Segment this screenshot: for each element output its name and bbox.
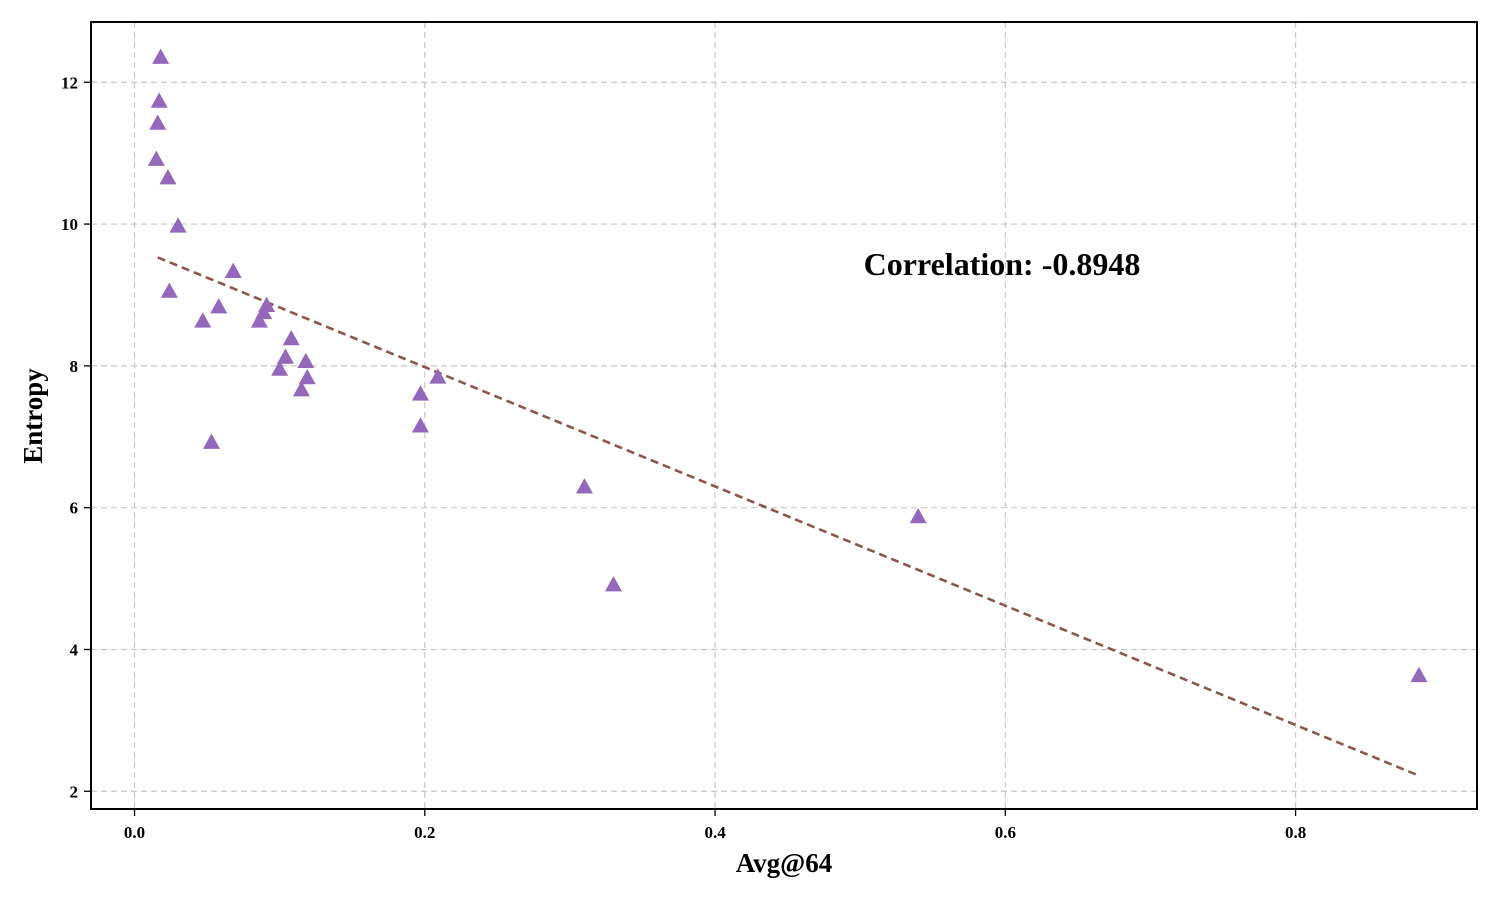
- grid: [91, 22, 1477, 809]
- data-point: [210, 298, 228, 314]
- data-point: [298, 368, 316, 385]
- trendline-layer: [157, 256, 1420, 777]
- data-point: [271, 360, 289, 376]
- y-tick-label: 2: [70, 782, 79, 801]
- axis-ticks: 0.0 0.2 0.4 0.6 0.8 2 4 6 8 10 12: [61, 73, 1306, 842]
- x-tick-label: 0.6: [995, 823, 1016, 842]
- data-point: [1410, 666, 1428, 683]
- y-axis-label: Entropy: [18, 368, 48, 464]
- data-point: [159, 169, 177, 185]
- data-point: [297, 352, 315, 368]
- x-tick-label: 0.8: [1285, 823, 1306, 842]
- x-tick-label: 0.2: [414, 823, 435, 842]
- data-point: [292, 381, 310, 397]
- data-point: [411, 417, 429, 433]
- data-point: [224, 262, 242, 278]
- data-points: [147, 48, 1428, 683]
- correlation-annotation: Correlation: -0.8948: [864, 246, 1141, 282]
- x-tick-label: 0.0: [124, 823, 145, 842]
- data-point: [411, 385, 429, 401]
- data-point: [169, 217, 187, 233]
- data-point: [150, 92, 168, 108]
- plot-area-frame: [90, 21, 1478, 810]
- data-point: [160, 282, 178, 298]
- y-tick-label: 8: [70, 357, 79, 376]
- y-tick-label: 6: [70, 499, 79, 518]
- data-point: [202, 433, 220, 449]
- data-point: [147, 150, 165, 166]
- trend-line: [157, 256, 1420, 777]
- data-point: [149, 114, 167, 130]
- data-point: [575, 478, 593, 494]
- data-point: [282, 330, 300, 346]
- data-point: [909, 507, 927, 524]
- data-point: [604, 576, 622, 592]
- data-point: [250, 312, 268, 328]
- data-point: [429, 368, 447, 384]
- x-axis-label: Avg@64: [736, 848, 833, 878]
- x-tick-label: 0.4: [704, 823, 726, 842]
- y-tick-label: 10: [61, 215, 78, 234]
- y-tick-label: 12: [61, 73, 78, 92]
- data-point: [276, 348, 294, 364]
- data-point: [152, 48, 170, 64]
- data-point: [194, 312, 212, 328]
- y-tick-label: 4: [70, 640, 79, 659]
